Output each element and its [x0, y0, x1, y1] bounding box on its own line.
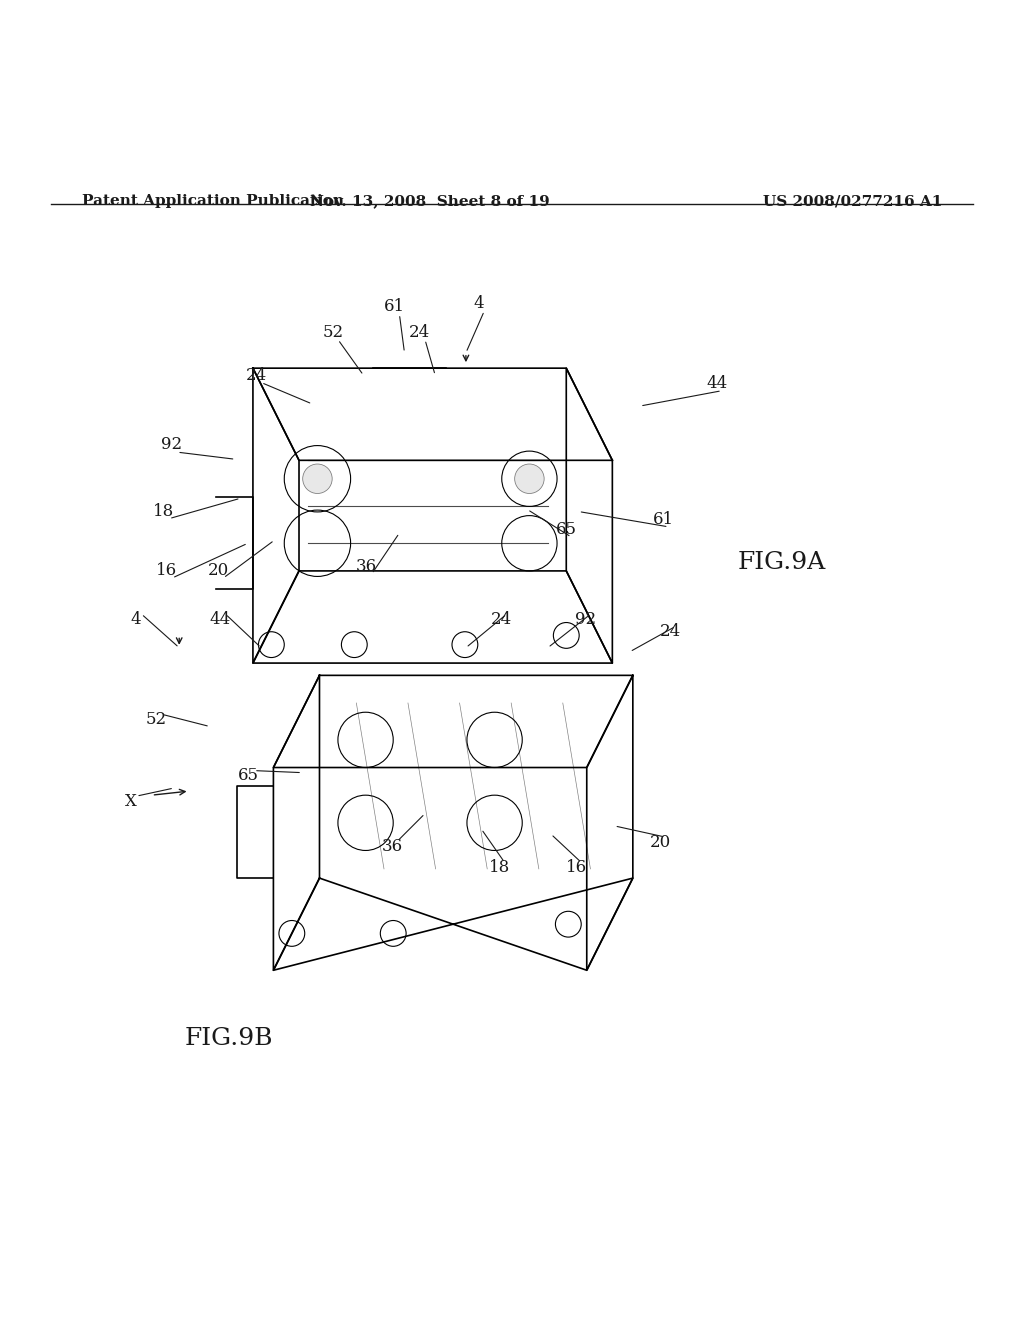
Text: 52: 52	[146, 711, 167, 727]
Text: 20: 20	[208, 562, 228, 579]
Text: 36: 36	[356, 558, 377, 576]
Text: 20: 20	[650, 834, 671, 851]
Text: 24: 24	[660, 623, 681, 640]
Text: 16: 16	[566, 859, 587, 876]
Text: 44: 44	[210, 611, 230, 627]
Circle shape	[303, 465, 332, 494]
Text: 4: 4	[474, 296, 484, 312]
Text: 52: 52	[323, 323, 343, 341]
Text: X: X	[125, 793, 137, 809]
Text: 18: 18	[154, 503, 174, 520]
Text: 36: 36	[382, 838, 402, 855]
Text: 65: 65	[556, 521, 577, 539]
Text: 65: 65	[239, 767, 259, 784]
Text: Patent Application Publication: Patent Application Publication	[82, 194, 344, 209]
Text: FIG.9A: FIG.9A	[737, 552, 825, 574]
Text: 92: 92	[162, 437, 182, 454]
Text: 16: 16	[157, 562, 177, 579]
Circle shape	[515, 465, 544, 494]
Text: FIG.9B: FIG.9B	[184, 1027, 272, 1051]
Text: 24: 24	[246, 367, 266, 384]
Text: 61: 61	[653, 511, 674, 528]
Text: US 2008/0277216 A1: US 2008/0277216 A1	[763, 194, 942, 209]
Text: 24: 24	[410, 323, 430, 341]
Text: 44: 44	[707, 375, 727, 392]
Text: 18: 18	[489, 859, 510, 876]
Text: 92: 92	[575, 611, 596, 627]
Text: 24: 24	[492, 611, 512, 627]
Text: Nov. 13, 2008  Sheet 8 of 19: Nov. 13, 2008 Sheet 8 of 19	[310, 194, 550, 209]
Text: 61: 61	[384, 298, 404, 315]
Text: 4: 4	[131, 611, 141, 627]
